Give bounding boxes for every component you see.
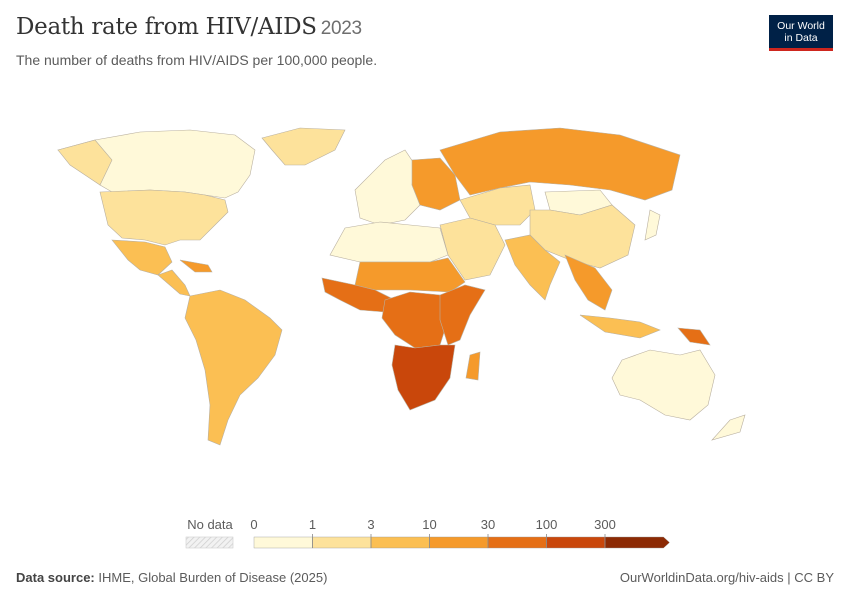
legend-tick-label: 1 [309, 517, 316, 532]
legend-bin[interactable] [312, 536, 372, 549]
chart-subtitle: The number of deaths from HIV/AIDS per 1… [16, 52, 378, 68]
color-legend: No data 0 1 3 10 30 100 300 [185, 517, 670, 549]
source-label: Data source: [16, 570, 95, 585]
region-japan[interactable] [644, 209, 661, 241]
legend-no-data-swatch [185, 536, 234, 549]
region-southeast-asia[interactable] [564, 254, 613, 311]
region-alaska[interactable] [57, 139, 113, 186]
data-source: Data source: IHME, Global Burden of Dise… [16, 570, 327, 585]
footer-link[interactable]: OurWorldinData.org/hiv-aids | CC BY [619, 570, 834, 585]
legend-tick-label: 0 [250, 517, 257, 532]
source-text: IHME, Global Burden of Disease (2025) [98, 570, 328, 585]
region-indonesia[interactable] [579, 314, 661, 339]
logo-line-1: Our World [777, 20, 825, 32]
chart-title: Death rate from HIV/AIDS 2023 [16, 14, 362, 40]
region-north-africa[interactable] [329, 221, 449, 263]
legend-tick-label: 3 [367, 517, 374, 532]
region-australia[interactable] [611, 349, 716, 421]
title-year: 2023 [320, 18, 362, 39]
region-papua-new-guinea[interactable] [677, 327, 711, 346]
region-sahel[interactable] [354, 257, 466, 293]
region-caribbean[interactable] [179, 259, 213, 273]
region-central-america[interactable] [157, 269, 191, 297]
legend-bin[interactable] [429, 536, 489, 549]
region-russia[interactable] [439, 127, 681, 201]
legend-bin[interactable] [604, 536, 670, 549]
region-western-europe[interactable] [354, 149, 421, 226]
legend-tick-label: 100 [536, 517, 558, 532]
region-east-africa[interactable] [439, 284, 486, 346]
region-south-america[interactable] [184, 289, 283, 446]
region-eastern-europe[interactable] [411, 157, 461, 211]
legend-bin[interactable] [487, 536, 547, 549]
legend-tick-label: 10 [422, 517, 436, 532]
region-greenland[interactable] [261, 127, 346, 166]
region-united-states[interactable] [99, 189, 229, 246]
legend-bin[interactable] [253, 536, 313, 549]
region-middle-east[interactable] [439, 217, 506, 281]
region-south-asia[interactable] [504, 234, 561, 301]
logo-line-2: in Data [784, 32, 818, 44]
owid-logo[interactable]: Our World in Data [769, 15, 833, 51]
world-map [57, 127, 746, 446]
region-madagascar[interactable] [465, 351, 481, 381]
region-north-america[interactable] [57, 129, 256, 199]
region-mexico[interactable] [111, 239, 173, 276]
legend-tick-label: 300 [594, 517, 616, 532]
title-text: Death rate from HIV/AIDS [16, 14, 317, 40]
legend-bin[interactable] [546, 536, 606, 549]
legend-tick-label: 30 [481, 517, 495, 532]
legend-bin[interactable] [370, 536, 430, 549]
region-central-africa[interactable] [381, 291, 449, 349]
region-new-zealand[interactable] [711, 414, 746, 441]
region-southern-africa[interactable] [391, 344, 456, 411]
legend-no-data-label: No data [187, 517, 233, 532]
